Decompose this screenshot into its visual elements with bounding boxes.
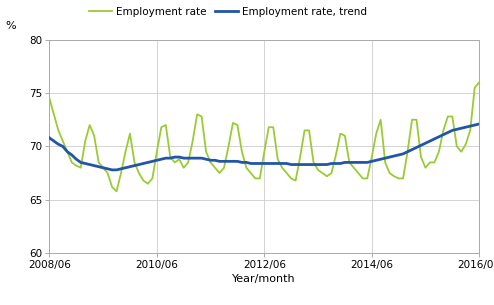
- Employment rate: [382, 160, 388, 164]
- Employment rate, trend: [266, 162, 272, 165]
- Employment rate, trend: [382, 156, 388, 160]
- Employment rate: [266, 125, 272, 129]
- Y-axis label: %: %: [5, 21, 16, 31]
- Line: Employment rate: Employment rate: [49, 82, 479, 191]
- Line: Employment rate, trend: Employment rate, trend: [49, 124, 479, 170]
- Employment rate, trend: [78, 160, 83, 164]
- Employment rate, trend: [476, 122, 482, 126]
- Employment rate, trend: [297, 163, 303, 167]
- Employment rate, trend: [109, 168, 115, 172]
- Employment rate, trend: [163, 156, 169, 160]
- Employment rate: [297, 155, 303, 159]
- Employment rate: [114, 189, 120, 193]
- X-axis label: Year/month: Year/month: [233, 274, 296, 284]
- Employment rate: [60, 139, 66, 143]
- Employment rate: [163, 123, 169, 127]
- Employment rate, trend: [46, 136, 52, 140]
- Employment rate: [46, 96, 52, 100]
- Legend: Employment rate, Employment rate, trend: Employment rate, Employment rate, trend: [89, 6, 367, 17]
- Employment rate: [476, 81, 482, 84]
- Employment rate: [78, 166, 83, 170]
- Employment rate, trend: [60, 145, 66, 148]
